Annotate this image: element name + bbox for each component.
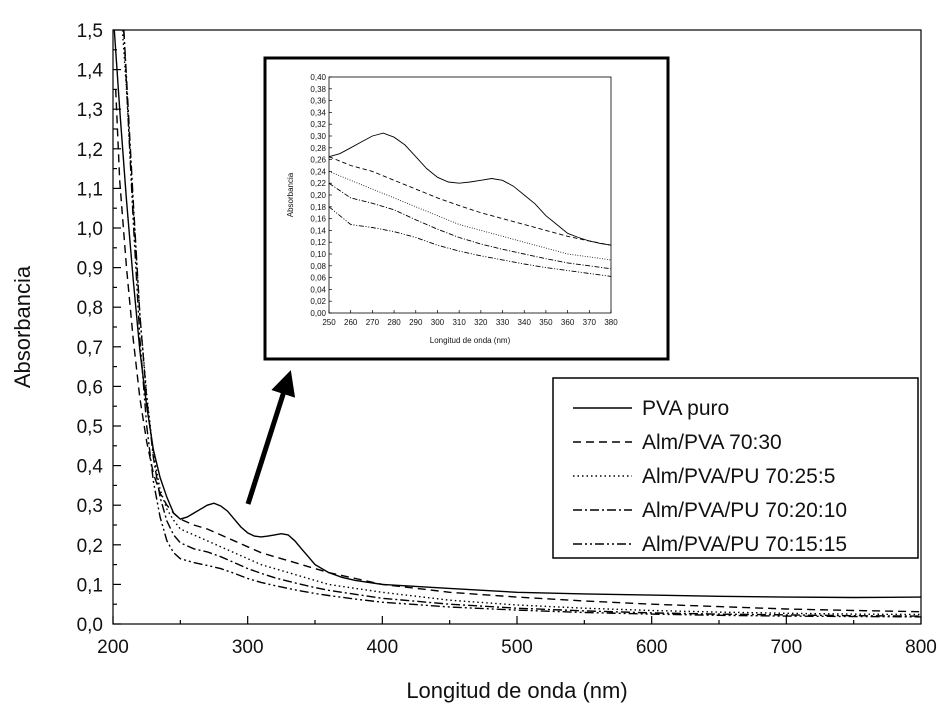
inset-x-tick-label: 280 — [387, 318, 401, 327]
main-series-line-2 — [115, 89, 922, 613]
inset-x-tick-label: 320 — [474, 318, 488, 327]
inset-x-tick-label: 370 — [583, 318, 597, 327]
main-x-axis: 200 300 400 500 600 700 800 — [97, 616, 937, 658]
inset-series-line-3 — [328, 170, 612, 261]
inset-y-tick-label: 0,32 — [310, 120, 326, 129]
inset-x-tick-label: 290 — [409, 318, 423, 327]
main-y-tick-label: 1,2 — [77, 140, 103, 161]
legend-label-4: Alm/PVA/PU 70:20:10 — [642, 499, 847, 522]
main-x-tick-label: 200 — [97, 637, 129, 658]
inset-x-tick-label: 330 — [496, 318, 510, 327]
legend-entries: PVA puro Alm/PVA 70:30 Alm/PVA/PU 70:25:5 A… — [573, 397, 847, 556]
inset-y-tick-label: 0,30 — [310, 132, 326, 141]
main-y-tick-label: 1,0 — [77, 219, 103, 240]
main-y-tick-label: 0,2 — [77, 536, 103, 557]
y-axis-title: Absorbancia — [10, 265, 35, 388]
inset-y-tick-label: 0,00 — [310, 309, 326, 318]
inset-y-tick-label: 0,10 — [310, 250, 326, 259]
inset-x-axis: 250 260 270 280 290 300 310 320 330 340 350 360 370 3… — [322, 310, 618, 327]
main-y-tick-label: 0,7 — [77, 338, 103, 359]
main-y-tick-label: 0,3 — [77, 496, 103, 517]
inset-y-tick-label: 0,16 — [310, 215, 326, 224]
legend-label-3: Alm/PVA/PU 70:25:5 — [642, 465, 835, 488]
inset-y-tick-label: 0,04 — [310, 285, 326, 294]
main-series-line-1 — [113, 29, 922, 599]
main-series-line-5 — [123, 29, 922, 618]
inset-y-axis-title: Absorbancia — [286, 172, 295, 217]
inset-x-tick-label: 360 — [561, 318, 575, 327]
main-y-tick-label: 1,5 — [77, 21, 103, 42]
main-y-tick-label: 0,8 — [77, 298, 103, 319]
inset-y-tick-label: 0,22 — [310, 179, 326, 188]
main-y-tick-label: 0,9 — [77, 259, 103, 280]
inset-pointer-arrow — [245, 370, 296, 505]
main-y-tick-label: 0,6 — [77, 377, 103, 398]
inset-y-tick-label: 0,18 — [310, 203, 326, 212]
main-x-tick-label: 700 — [770, 637, 802, 658]
inset-x-tick-label: 350 — [539, 318, 553, 327]
main-x-tick-label: 300 — [232, 637, 264, 658]
inset-y-tick-label: 0,28 — [310, 144, 326, 153]
main-x-tick-label: 500 — [501, 637, 533, 658]
inset-series-line-1 — [328, 132, 612, 246]
inset-y-tick-label: 0,20 — [310, 191, 326, 200]
legend-label-5: Alm/PVA/PU 70:15:15 — [642, 533, 847, 556]
x-axis-title: Longitud de onda (nm) — [406, 678, 627, 703]
main-series-line-3 — [121, 29, 922, 616]
inset-y-tick-label: 0,08 — [310, 262, 326, 271]
inset-x-tick-label: 300 — [431, 318, 445, 327]
inset-y-tick-label: 0,40 — [310, 73, 326, 82]
inset-series-line-2 — [328, 156, 612, 246]
legend-label-2: Alm/PVA 70:30 — [642, 431, 782, 454]
main-x-tick-label: 400 — [366, 637, 398, 658]
legend: PVA puro Alm/PVA 70:30 Alm/PVA/PU 70:25:5 A… — [552, 377, 919, 559]
inset-x-tick-label: 260 — [344, 318, 358, 327]
legend-label-1: PVA puro — [642, 397, 729, 420]
inset-x-tick-label: 310 — [452, 318, 466, 327]
inset-y-tick-label: 0,02 — [310, 297, 326, 306]
inset-x-tick-label: 380 — [604, 318, 618, 327]
main-y-tick-label: 0,0 — [77, 615, 103, 636]
inset-y-tick-label: 0,38 — [310, 85, 326, 94]
inset-series-layer — [328, 132, 612, 277]
main-series-line-4 — [123, 29, 922, 617]
inset-frame — [263, 56, 670, 361]
inset-x-tick-label: 270 — [366, 318, 380, 327]
main-y-axis: 0,0 0,1 0,2 0,3 0,4 0,5 0,6 0,7 0,8 0,9 1,0 1,1 1,2 1… — [77, 21, 121, 636]
inset-y-tick-label: 0,12 — [310, 238, 326, 247]
main-x-tick-label: 800 — [905, 637, 937, 658]
inset-y-tick-label: 0,26 — [310, 156, 326, 165]
inset-series-line-5 — [328, 206, 612, 277]
main-y-tick-label: 0,1 — [77, 575, 103, 596]
inset-x-tick-label: 250 — [322, 318, 336, 327]
main-y-tick-label: 1,4 — [77, 61, 104, 82]
main-plot: 200 300 400 500 600 700 800 0,0 0,1 0,2 0,3 0,4 0,5… — [10, 21, 937, 703]
main-x-tick-label: 600 — [636, 637, 668, 658]
main-y-tick-label: 0,4 — [77, 457, 104, 478]
inset-y-tick-label: 0,36 — [310, 97, 326, 106]
inset-x-axis-title: Longitud de onda (nm) — [430, 336, 511, 345]
main-y-tick-label: 1,3 — [77, 100, 103, 121]
inset-y-tick-label: 0,34 — [310, 108, 326, 117]
inset-y-axis: 0,00 0,02 0,04 0,06 0,08 0,10 0,12 0,14 0,16 0,18… — [310, 73, 332, 318]
inset-y-tick-label: 0,24 — [310, 167, 326, 176]
main-y-tick-label: 0,5 — [77, 417, 103, 438]
inset-y-tick-label: 0,14 — [310, 226, 326, 235]
inset-y-tick-label: 0,06 — [310, 274, 326, 283]
main-y-tick-label: 1,1 — [77, 179, 103, 200]
main-series-layer — [113, 29, 922, 618]
inset-zoom-panel: 250 260 270 280 290 300 310 320 330 340 350 360 370 3… — [263, 56, 670, 361]
inset-series-line-4 — [328, 182, 612, 270]
inset-x-tick-label: 340 — [518, 318, 532, 327]
